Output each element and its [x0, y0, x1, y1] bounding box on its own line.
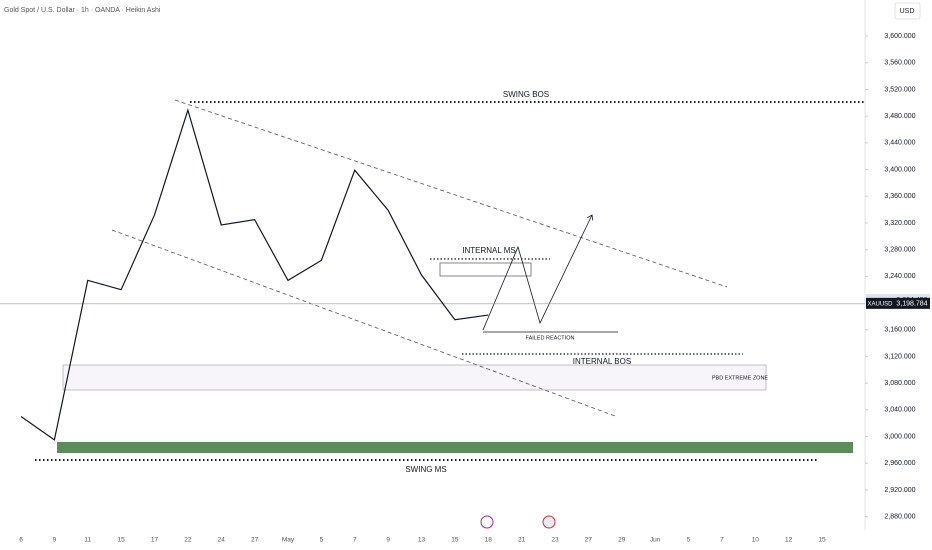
- pbd-zone: [62, 364, 767, 391]
- projection: [482, 215, 592, 331]
- x-tick-label: 22: [184, 537, 192, 544]
- x-tick-label: 7: [720, 537, 724, 544]
- y-tick-label: 3,120.000: [884, 353, 915, 360]
- x-tick-label: 5: [320, 537, 324, 544]
- x-tick-label: 27: [251, 537, 259, 544]
- y-tick-label: 3,400.000: [884, 166, 915, 173]
- demand-zone: [57, 442, 853, 453]
- internal-ms-box: [439, 262, 532, 277]
- y-tick-label: 3,480.000: [884, 113, 915, 120]
- y-tick-label: 3,160.000: [884, 327, 915, 334]
- y-tick-label: 3,600.000: [884, 33, 915, 40]
- axis-unit: USD: [900, 8, 915, 15]
- y-tick-label: 2,920.000: [884, 487, 915, 494]
- price-line-series: [20, 108, 489, 441]
- y-tick-label: 3,240.000: [884, 273, 915, 280]
- event-icon[interactable]: [480, 515, 494, 529]
- x-tick-label: 6: [19, 537, 23, 544]
- x-tick-label: 5: [687, 537, 691, 544]
- x-tick-label: May: [282, 537, 295, 544]
- annotation: SWING MS: [405, 465, 446, 474]
- y-tick-label: 2,880.000: [884, 513, 915, 520]
- chart-title: Gold Spot / U.S. Dollar · 1h · OANDA · H…: [4, 7, 161, 14]
- x-tick-label: 18: [485, 537, 493, 544]
- x-tick-label: 29: [618, 537, 626, 544]
- x-tick-label: 21: [518, 537, 526, 544]
- x-tick-label: 9: [53, 537, 57, 544]
- x-tick-label: 23: [551, 537, 559, 544]
- y-tick-label: 3,280.000: [884, 246, 915, 253]
- event-icon[interactable]: [542, 515, 556, 529]
- x-tick-label: Jun: [650, 537, 661, 544]
- y-tick-label: 3,440.000: [884, 140, 915, 147]
- price-label: 3,198.784: [896, 301, 927, 308]
- y-tick-label: 3,520.000: [884, 86, 915, 93]
- symbol-label: XAUUSD: [867, 301, 893, 307]
- y-tick-label: 3,560.000: [884, 60, 915, 67]
- x-tick-label: 9: [386, 537, 390, 544]
- x-tick-label: 12: [785, 537, 793, 544]
- annotation: FAILED REACTION: [526, 335, 575, 341]
- annotation: INTERNAL MS: [462, 246, 516, 255]
- price-box: [866, 297, 930, 309]
- y-tick-label: 3,080.000: [884, 380, 915, 387]
- annotation: INTERNAL BOS: [573, 357, 631, 366]
- x-tick-label: 11: [84, 537, 91, 544]
- x-tick-label: 15: [118, 537, 126, 544]
- unit-box: [894, 2, 921, 20]
- x-tick-label: 7: [353, 537, 357, 544]
- y-tick-label: 2,960.000: [884, 460, 915, 467]
- channel-upper: [174, 99, 728, 288]
- x-tick-label: 13: [418, 537, 426, 544]
- annotation: SWING BOS: [503, 90, 549, 99]
- x-tick-label: 15: [818, 537, 826, 544]
- x-tick-label: 27: [585, 537, 593, 544]
- y-tick-label: 3,000.000: [884, 433, 915, 440]
- y-tick-label: 3,360.000: [884, 193, 915, 200]
- y-tick-label: 3,320.000: [884, 220, 915, 227]
- x-tick-label: 24: [218, 537, 226, 544]
- channel-lower: [111, 229, 616, 417]
- x-tick-label: 15: [451, 537, 459, 544]
- annotation: PBD EXTREME ZONE: [712, 375, 769, 381]
- y-tick-label: 3,040.000: [884, 407, 915, 414]
- x-tick-label: 17: [151, 537, 159, 544]
- x-tick-label: 10: [752, 537, 760, 544]
